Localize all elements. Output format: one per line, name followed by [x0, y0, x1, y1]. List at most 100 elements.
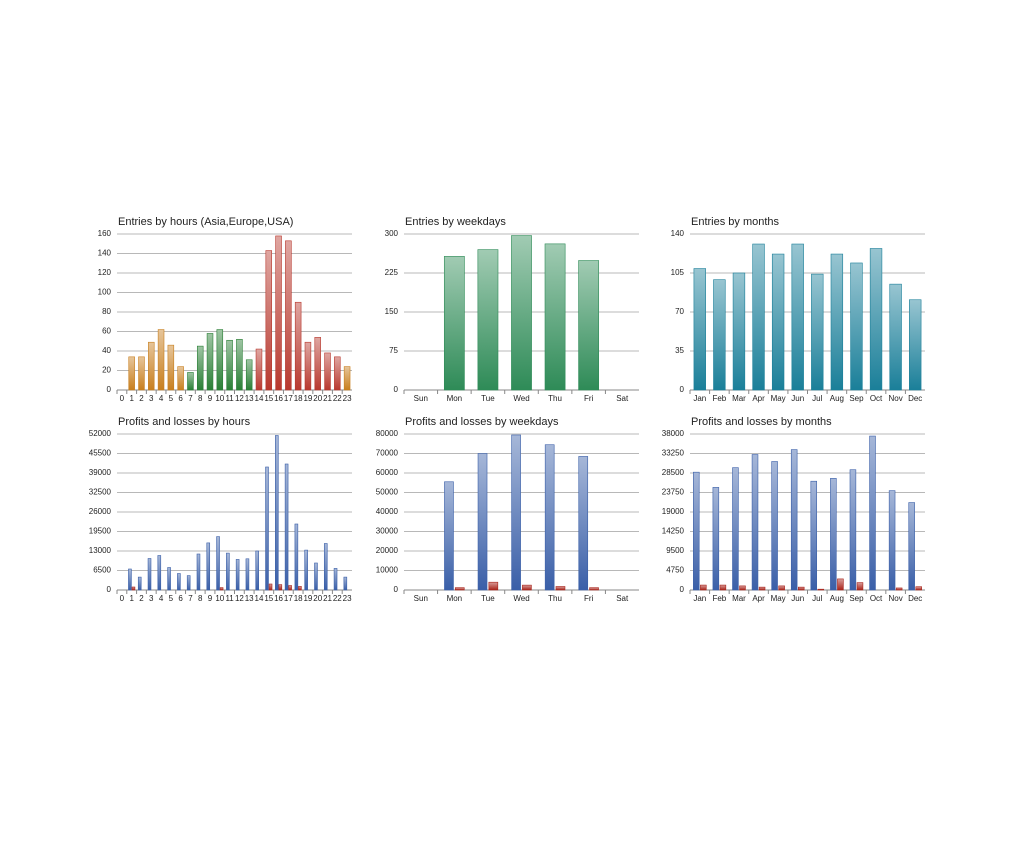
bar: [314, 562, 318, 591]
x-tick-label: 16: [274, 394, 283, 403]
bar: [578, 456, 589, 591]
y-tick-label: 60000: [376, 468, 399, 477]
bar: [888, 490, 896, 591]
bar: [511, 434, 521, 591]
x-tick-label: 21: [323, 394, 332, 403]
bar: [275, 435, 279, 591]
y-tick-label: 38000: [662, 429, 685, 438]
x-tick-label: 1: [129, 594, 134, 603]
bar: [167, 567, 171, 591]
bar: [236, 338, 243, 391]
bar: [131, 586, 136, 591]
x-tick-label: Jan: [693, 594, 706, 603]
x-tick-label: 22: [333, 394, 342, 403]
x-tick-label: 21: [323, 594, 332, 603]
y-tick-label: 0: [394, 385, 399, 394]
x-tick-label: Apr: [752, 394, 765, 403]
y-tick-label: 28500: [662, 468, 685, 477]
bar: [298, 586, 302, 591]
x-tick-label: Jan: [693, 394, 706, 403]
bar: [693, 268, 706, 391]
bar: [226, 339, 233, 391]
x-tick-label: Sat: [616, 394, 629, 403]
x-tick-label: 2: [139, 594, 144, 603]
bar: [314, 337, 321, 391]
x-tick-label: Thu: [548, 594, 562, 603]
x-tick-label: May: [771, 394, 786, 403]
y-tick-label: 30000: [376, 527, 399, 536]
bar: [443, 256, 465, 391]
y-tick-label: 33250: [662, 449, 685, 458]
bar: [206, 333, 214, 391]
x-tick-label: Feb: [712, 394, 726, 403]
chart-title: Profits and losses by weekdays: [405, 416, 559, 428]
x-tick-label: Jul: [812, 594, 822, 603]
y-tick-label: 9500: [666, 546, 684, 555]
bar: [137, 576, 142, 591]
x-tick-label: 23: [343, 394, 352, 403]
bar: [544, 444, 555, 591]
bar: [255, 550, 259, 591]
bar: [288, 585, 292, 591]
x-tick-label: 4: [159, 394, 164, 403]
x-tick-label: 14: [255, 594, 264, 603]
bar: [811, 273, 824, 391]
bar: [752, 243, 765, 391]
bar: [850, 262, 863, 391]
y-tick-label: 20000: [376, 546, 399, 555]
x-tick-label: 17: [284, 394, 293, 403]
y-tick-label: 70: [675, 307, 684, 316]
bar: [245, 558, 250, 591]
chart-title: Entries by weekdays: [405, 216, 506, 228]
bar: [908, 502, 915, 591]
x-tick-label: 6: [178, 394, 183, 403]
bar: [797, 586, 805, 591]
y-tick-label: 140: [98, 249, 112, 258]
bar: [323, 543, 328, 591]
bar: [343, 366, 351, 391]
x-tick-label: Tue: [481, 394, 495, 403]
bar: [444, 481, 454, 591]
x-tick-label: 10: [215, 394, 224, 403]
y-tick-label: 150: [385, 307, 399, 316]
y-tick-label: 14250: [662, 527, 685, 536]
bar: [196, 553, 201, 591]
y-tick-label: 105: [671, 268, 685, 277]
bar: [544, 243, 566, 391]
y-tick-label: 50000: [376, 488, 399, 497]
bar: [889, 283, 902, 391]
bar: [732, 467, 739, 591]
bar: [128, 356, 135, 391]
bar: [830, 478, 837, 591]
x-tick-label: 7: [188, 394, 193, 403]
x-tick-label: Mon: [447, 594, 463, 603]
y-tick-label: 225: [385, 268, 399, 277]
bar: [817, 588, 825, 591]
bar: [177, 573, 181, 591]
x-tick-label: 8: [198, 394, 203, 403]
y-tick-label: 40000: [376, 507, 399, 516]
bar: [856, 582, 864, 591]
bar: [148, 341, 155, 391]
x-tick-label: 22: [333, 594, 342, 603]
x-tick-label: Jul: [812, 394, 822, 403]
bar: [791, 243, 804, 391]
bar: [334, 356, 341, 391]
x-tick-label: 12: [235, 394, 244, 403]
y-tick-label: 35: [675, 346, 684, 355]
bar: [265, 466, 269, 591]
x-tick-label: Sep: [849, 594, 864, 603]
y-tick-label: 75: [389, 346, 398, 355]
x-tick-label: Wed: [513, 594, 529, 603]
bar: [830, 253, 844, 391]
bar: [758, 586, 766, 591]
bar: [578, 260, 600, 391]
bar: [177, 366, 184, 391]
x-tick-label: Jun: [791, 394, 804, 403]
y-tick-label: 40: [102, 346, 111, 355]
x-tick-label: 6: [178, 594, 183, 603]
x-tick-label: Jun: [791, 594, 804, 603]
chart-title: Entries by months: [691, 216, 780, 228]
x-tick-label: Thu: [548, 394, 562, 403]
x-tick-label: 16: [274, 594, 283, 603]
